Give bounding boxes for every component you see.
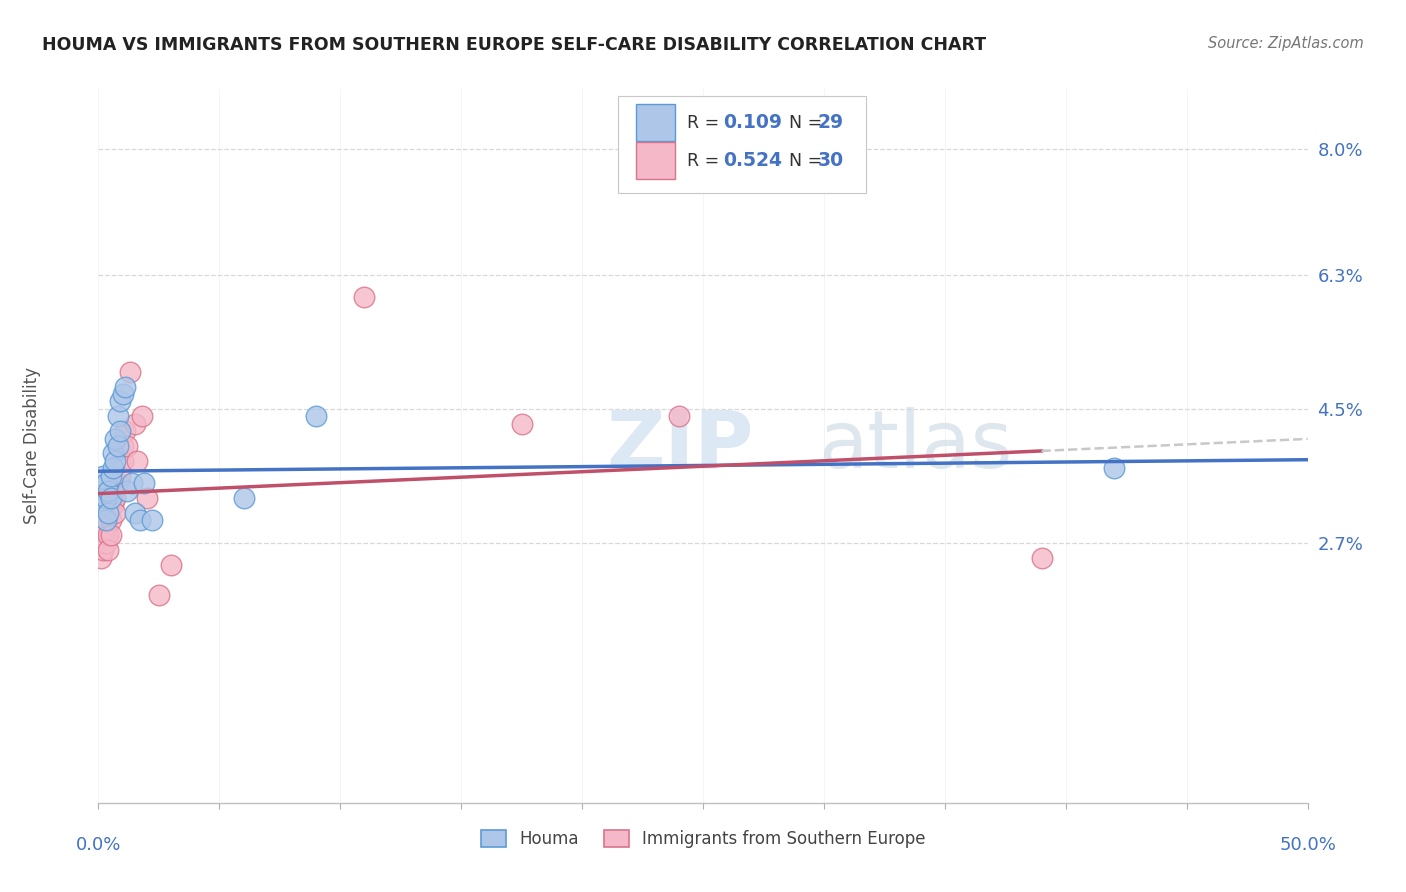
- Point: [100, 491, 122, 505]
- Text: 0.109: 0.109: [724, 113, 783, 132]
- Legend: Houma, Immigrants from Southern Europe: Houma, Immigrants from Southern Europe: [474, 823, 932, 855]
- Point: [160, 558, 183, 572]
- Point: [100, 528, 122, 542]
- Point: [91, 543, 114, 558]
- Point: [104, 432, 127, 446]
- Text: 30: 30: [818, 151, 844, 170]
- Point: [114, 424, 136, 438]
- Point: [104, 506, 127, 520]
- Point: [128, 513, 150, 527]
- Text: R =: R =: [688, 114, 725, 132]
- Point: [97, 483, 120, 498]
- Text: HOUMA VS IMMIGRANTS FROM SOUTHERN EUROPE SELF-CARE DISABILITY CORRELATION CHART: HOUMA VS IMMIGRANTS FROM SOUTHERN EUROPE…: [42, 36, 986, 54]
- Text: Source: ZipAtlas.com: Source: ZipAtlas.com: [1208, 36, 1364, 51]
- Text: atlas: atlas: [818, 407, 1012, 485]
- Point: [107, 439, 129, 453]
- Point: [94, 535, 117, 549]
- Point: [90, 535, 112, 549]
- Point: [94, 476, 117, 491]
- Point: [111, 439, 134, 453]
- Point: [90, 550, 112, 565]
- Point: [135, 491, 157, 505]
- Point: [94, 491, 117, 505]
- Point: [1031, 550, 1053, 565]
- Point: [97, 543, 120, 558]
- Point: [104, 454, 127, 468]
- Point: [94, 521, 117, 535]
- FancyBboxPatch shape: [637, 142, 675, 179]
- Point: [141, 513, 163, 527]
- Point: [353, 290, 375, 304]
- Point: [121, 476, 143, 491]
- Point: [131, 409, 153, 424]
- Point: [124, 506, 146, 520]
- Point: [91, 528, 114, 542]
- Point: [305, 409, 328, 424]
- Point: [108, 468, 131, 483]
- Point: [94, 513, 117, 527]
- Point: [117, 439, 139, 453]
- Point: [90, 491, 112, 505]
- Point: [100, 468, 122, 483]
- Point: [668, 409, 690, 424]
- Text: R =: R =: [688, 152, 725, 169]
- Point: [114, 379, 136, 393]
- Point: [97, 506, 120, 520]
- Text: ZIP: ZIP: [606, 407, 754, 485]
- Point: [134, 476, 156, 491]
- Text: 50.0%: 50.0%: [1279, 837, 1336, 855]
- Text: 29: 29: [818, 113, 844, 132]
- Point: [118, 365, 141, 379]
- Text: Self-Care Disability: Self-Care Disability: [22, 368, 41, 524]
- Text: 0.524: 0.524: [724, 151, 783, 170]
- Point: [232, 491, 254, 505]
- Point: [111, 387, 134, 401]
- Point: [101, 461, 124, 475]
- Point: [97, 528, 120, 542]
- Point: [101, 499, 124, 513]
- Point: [100, 513, 122, 527]
- Point: [510, 417, 533, 431]
- Point: [111, 454, 134, 468]
- Point: [91, 499, 114, 513]
- Text: 0.0%: 0.0%: [76, 837, 121, 855]
- Point: [107, 409, 129, 424]
- Text: N =: N =: [778, 114, 828, 132]
- FancyBboxPatch shape: [619, 96, 866, 193]
- Point: [127, 454, 149, 468]
- Point: [108, 424, 131, 438]
- Point: [108, 394, 131, 409]
- Point: [91, 468, 114, 483]
- Point: [124, 417, 146, 431]
- Point: [107, 476, 129, 491]
- Point: [104, 491, 127, 505]
- Point: [101, 446, 124, 460]
- FancyBboxPatch shape: [637, 104, 675, 141]
- Point: [148, 588, 170, 602]
- Text: N =: N =: [778, 152, 828, 169]
- Point: [1102, 461, 1125, 475]
- Point: [117, 483, 139, 498]
